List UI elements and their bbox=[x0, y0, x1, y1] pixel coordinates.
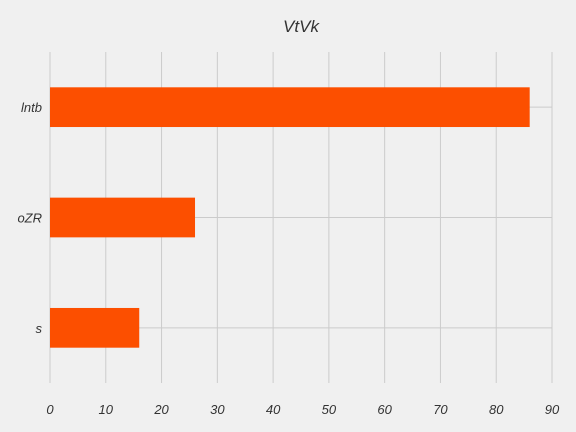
x-tick-label: 0 bbox=[46, 402, 54, 417]
x-tick-label: 30 bbox=[210, 402, 225, 417]
bar-lntb bbox=[50, 87, 530, 128]
x-tick-label: 10 bbox=[99, 402, 114, 417]
x-tick-label: 80 bbox=[489, 402, 504, 417]
x-tick-label: 50 bbox=[322, 402, 337, 417]
bars bbox=[50, 87, 530, 348]
y-tick-label: s bbox=[36, 321, 43, 336]
x-tick-label: 40 bbox=[266, 402, 281, 417]
bar-oZR bbox=[50, 197, 196, 238]
x-tick-label: 60 bbox=[377, 402, 392, 417]
bar-s bbox=[50, 307, 140, 348]
y-tick-label: oZR bbox=[17, 211, 42, 226]
x-tick-label: 20 bbox=[153, 402, 169, 417]
y-tick-label: lntb bbox=[21, 100, 42, 115]
chart-title: VtVk bbox=[283, 17, 320, 36]
y-axis-ticks: lntb oZR s bbox=[17, 100, 42, 336]
x-axis-ticks: 0 10 20 30 40 50 60 70 80 90 bbox=[46, 402, 560, 417]
x-tick-label: 90 bbox=[545, 402, 560, 417]
x-tick-label: 70 bbox=[433, 402, 448, 417]
